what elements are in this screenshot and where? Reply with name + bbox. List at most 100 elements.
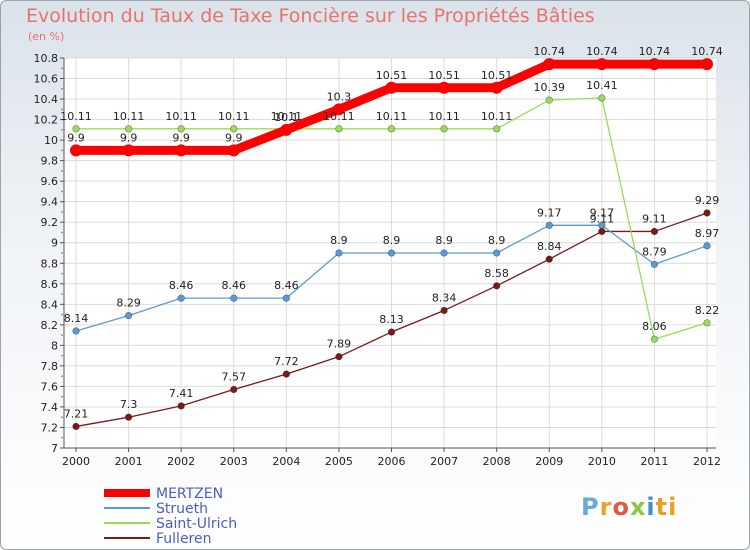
y-minor-dot xyxy=(61,231,63,234)
y-tick-label: 8.8 xyxy=(41,257,59,270)
x-tick-label: 2001 xyxy=(115,455,143,468)
y-minor-dot xyxy=(61,272,63,275)
data-point-strueth xyxy=(124,312,133,320)
x-tick-label: 2009 xyxy=(535,455,563,468)
data-point-saint-ulrich xyxy=(177,125,185,133)
data-label-fulleren: 7.72 xyxy=(274,355,299,368)
data-point-fulleren xyxy=(282,370,290,378)
data-label-fulleren: 7.3 xyxy=(120,398,138,411)
data-label-strueth: 8.9 xyxy=(488,234,506,247)
y-tick-label: 7.2 xyxy=(41,421,59,434)
y-tick-label: 9 xyxy=(51,237,58,250)
data-label-strueth: 8.46 xyxy=(222,279,247,292)
data-point-mertzen xyxy=(70,144,82,157)
data-point-mertzen xyxy=(701,58,713,71)
data-point-saint-ulrich xyxy=(545,96,553,104)
data-point-saint-ulrich xyxy=(650,335,659,343)
data-label-strueth: 8.9 xyxy=(330,234,348,247)
x-tick-label: 2000 xyxy=(62,455,90,468)
data-label-mertzen: 10.51 xyxy=(481,69,513,82)
y-tick-label: 9.8 xyxy=(41,155,59,168)
x-tick-label: 2011 xyxy=(640,455,668,468)
data-label-fulleren: 7.89 xyxy=(327,338,352,351)
data-label-mertzen: 10.74 xyxy=(691,45,723,58)
y-tick-label: 8.2 xyxy=(41,319,59,332)
data-point-mertzen xyxy=(227,144,240,157)
data-label-mertzen: 10.3 xyxy=(327,90,352,103)
data-label-fulleren: 9.11 xyxy=(590,212,615,225)
data-point-mertzen xyxy=(595,58,608,71)
data-label-mertzen: 10.1 xyxy=(274,111,299,124)
y-minor-dot xyxy=(61,190,63,193)
data-point-strueth xyxy=(493,249,501,257)
data-point-saint-ulrich xyxy=(493,125,501,133)
data-point-strueth xyxy=(230,294,238,302)
y-minor-dot xyxy=(61,436,63,439)
data-label-fulleren: 9.29 xyxy=(695,194,720,207)
data-point-strueth xyxy=(72,327,80,335)
data-label-mertzen: 9.9 xyxy=(67,131,85,144)
data-point-saint-ulrich xyxy=(387,125,396,133)
data-point-saint-ulrich xyxy=(598,94,606,102)
x-tick-label: 2007 xyxy=(430,455,458,468)
y-minor-dot xyxy=(61,252,63,254)
x-tick-label: 2004 xyxy=(272,455,300,468)
data-label-strueth: 8.79 xyxy=(642,245,667,258)
chart-title: Evolution du Taux de Taxe Foncière sur l… xyxy=(26,5,595,27)
y-tick-label: 7.8 xyxy=(41,360,59,373)
y-minor-dot xyxy=(61,313,63,316)
y-minor-dot xyxy=(61,354,63,357)
data-label-saint-ulrich: 10.41 xyxy=(586,79,618,92)
proxiti-logo: Proxiti xyxy=(581,493,678,521)
data-label-strueth: 8.29 xyxy=(116,297,141,310)
y-minor-dot xyxy=(61,170,63,172)
data-point-fulleren xyxy=(598,227,606,236)
data-label-saint-ulrich: 10.11 xyxy=(271,110,303,123)
data-label-mertzen: 9.9 xyxy=(120,131,138,144)
y-tick-label: 10.8 xyxy=(34,52,59,65)
data-label-fulleren: 7.57 xyxy=(222,371,247,384)
data-label-mertzen: 10.74 xyxy=(639,45,671,58)
y-minor-dot xyxy=(61,129,63,131)
data-label-mertzen: 9.9 xyxy=(225,131,243,144)
data-label-fulleren: 9.11 xyxy=(642,212,667,225)
data-point-fulleren xyxy=(545,255,553,263)
y-minor-dot xyxy=(61,108,63,111)
data-label-strueth: 8.14 xyxy=(64,312,89,325)
data-point-saint-ulrich xyxy=(703,319,711,327)
data-point-strueth xyxy=(545,221,553,229)
data-label-saint-ulrich: 10.11 xyxy=(218,110,250,123)
data-point-strueth xyxy=(650,260,659,268)
data-label-saint-ulrich: 10.11 xyxy=(165,110,197,123)
data-label-saint-ulrich: 10.39 xyxy=(534,81,566,94)
data-label-saint-ulrich: 10.11 xyxy=(60,110,92,123)
data-point-mertzen xyxy=(175,144,188,157)
data-point-fulleren xyxy=(650,227,659,236)
y-tick-label: 9.2 xyxy=(41,216,59,229)
data-label-fulleren: 8.34 xyxy=(432,291,457,304)
y-minor-dot xyxy=(61,87,63,90)
y-tick-label: 10.2 xyxy=(34,114,59,127)
y-minor-dot xyxy=(61,211,63,213)
y-tick-label: 7.6 xyxy=(41,380,59,393)
y-tick-label: 8 xyxy=(51,339,58,352)
y-tick-label: 10.4 xyxy=(34,93,59,106)
data-label-mertzen: 10.74 xyxy=(586,45,618,58)
legend-label-mertzen: MERTZEN xyxy=(156,486,223,502)
y-minor-dot xyxy=(61,395,63,398)
data-point-fulleren xyxy=(335,353,343,361)
x-tick-label: 2010 xyxy=(588,455,616,468)
data-point-mertzen xyxy=(122,144,135,157)
y-tick-label: 10 xyxy=(44,134,58,147)
data-point-strueth xyxy=(335,249,343,257)
y-minor-dot xyxy=(61,334,63,336)
data-point-strueth xyxy=(387,249,396,257)
data-label-fulleren: 8.58 xyxy=(484,267,509,280)
data-label-strueth: 9.17 xyxy=(590,206,615,219)
data-label-fulleren: 7.21 xyxy=(64,407,89,420)
y-minor-dot xyxy=(61,293,63,295)
x-tick-label: 2008 xyxy=(483,455,511,468)
data-point-strueth xyxy=(598,221,606,229)
data-point-fulleren xyxy=(440,306,448,315)
